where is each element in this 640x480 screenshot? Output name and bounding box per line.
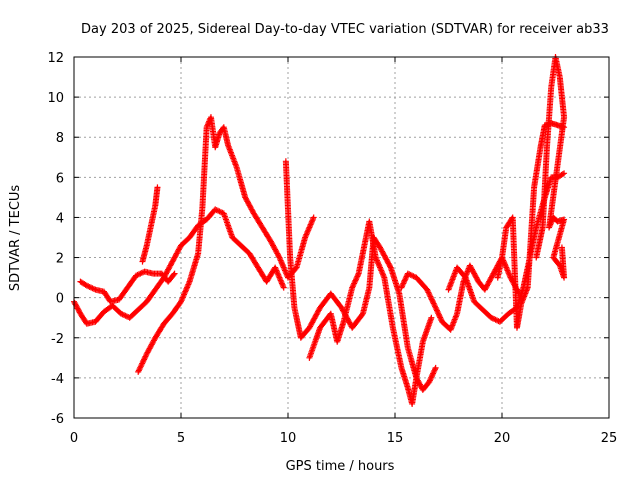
data-point	[424, 288, 431, 295]
data-point	[137, 363, 144, 370]
series-trace-f	[306, 218, 435, 407]
series-trace-i	[494, 120, 568, 331]
data-point	[425, 289, 432, 296]
series-trace-a	[71, 206, 287, 327]
data-point	[432, 364, 439, 371]
data-point	[431, 301, 438, 308]
data-point	[141, 356, 148, 363]
grid-lines	[74, 57, 609, 418]
data-point	[170, 271, 177, 278]
data-point	[138, 361, 145, 368]
data-point	[143, 352, 150, 359]
y-tick-label: 12	[47, 51, 64, 66]
series-trace-d	[139, 184, 161, 265]
y-tick-label: 10	[47, 91, 64, 106]
data-points	[71, 54, 568, 407]
y-tick-label: 4	[56, 211, 64, 226]
data-point	[426, 290, 433, 297]
data-point	[142, 353, 149, 360]
data-point	[561, 170, 568, 177]
x-tick-label: 0	[70, 431, 78, 446]
data-point	[136, 366, 143, 373]
y-tick-label: 6	[56, 171, 64, 186]
x-tick-label: 5	[177, 431, 185, 446]
y-axis-label: SDTVAR / TECUs	[8, 185, 23, 292]
x-axis-label: GPS time / hours	[286, 459, 395, 474]
x-tick-label: 15	[387, 431, 404, 446]
data-point	[558, 244, 565, 251]
data-point	[359, 311, 366, 318]
data-point	[154, 184, 161, 191]
data-point	[427, 293, 434, 300]
data-point	[137, 364, 144, 371]
data-point	[424, 286, 431, 293]
data-point	[430, 300, 437, 307]
data-point	[430, 299, 437, 306]
data-point	[428, 296, 435, 303]
plot-frame	[73, 56, 610, 419]
data-point	[171, 270, 178, 277]
y-tick-label: 0	[56, 292, 64, 307]
x-tick-label: 25	[601, 431, 618, 446]
data-point	[135, 368, 142, 375]
data-point	[429, 297, 436, 304]
series-trace-b	[77, 268, 178, 305]
series-trace-e	[282, 158, 439, 393]
series-trace-g	[398, 254, 523, 333]
series-trace-c	[135, 114, 317, 375]
y-tick-label: 2	[56, 252, 64, 267]
x-tick-label: 20	[494, 431, 511, 446]
data-point	[426, 292, 433, 299]
data-point	[387, 263, 394, 270]
chart-title: Day 203 of 2025, Sidereal Day-to-day VTE…	[81, 22, 609, 37]
data-point	[559, 171, 566, 178]
y-tick-label: -4	[51, 372, 64, 387]
data-point	[140, 357, 147, 364]
data-point	[139, 359, 146, 366]
data-point	[141, 354, 148, 361]
y-tick-label: -6	[51, 412, 64, 427]
series-trace-j	[533, 54, 568, 281]
data-point	[428, 294, 435, 301]
y-tick-label: -2	[51, 332, 64, 347]
data-point	[139, 360, 146, 367]
data-point	[280, 284, 287, 291]
data-point	[275, 253, 282, 260]
data-point	[432, 303, 439, 310]
y-tick-label: 8	[56, 131, 64, 146]
data-point	[310, 214, 317, 221]
data-point	[428, 314, 435, 321]
x-tick-label: 10	[280, 431, 297, 446]
data-point	[135, 367, 142, 374]
